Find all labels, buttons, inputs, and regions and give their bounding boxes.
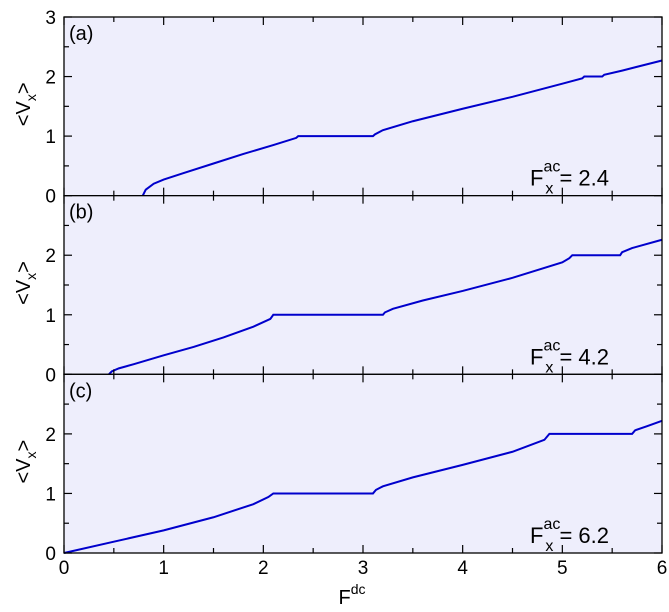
panel-1-label: (a)	[69, 23, 93, 45]
panel-2-y-tick-label: 1	[45, 306, 56, 327]
panel-3-x-tick-label: 5	[557, 558, 568, 579]
panel-3-y-tick-label: 0	[45, 544, 56, 565]
panel-2-y-tick-label: 0	[45, 365, 56, 386]
panel-2-annotation: Fac x = 4.2	[530, 337, 609, 376]
panel-3-x-tick-label: 0	[59, 558, 70, 579]
panel-3-x-tick-label: 4	[457, 558, 468, 579]
panel-3-x-tick-label: 2	[258, 558, 269, 579]
panel-1-y-tick-label: 3	[45, 8, 56, 29]
panel-1-series-line	[141, 59, 663, 197]
panel-1-plot-area	[64, 17, 662, 196]
panel-3-x-tick-label: 6	[657, 558, 668, 579]
panel-2-label: (b)	[69, 202, 93, 224]
panel-3-x-tick-label: 3	[358, 558, 369, 579]
panel-2-y-axis-label: <Vx>	[13, 261, 39, 305]
panel-2-series-line	[108, 238, 663, 376]
panel-2-plot-area	[64, 195, 662, 375]
panel-3-label: (c)	[69, 380, 92, 402]
panel-1-y-tick-label: 2	[45, 68, 56, 89]
panel-3-x-tick-label: 1	[158, 558, 169, 579]
panel-2-y-tick-label: 2	[45, 246, 56, 267]
panel-3-annotation: Fac x = 6.2	[530, 516, 609, 555]
panel-3-plot-area	[64, 374, 662, 553]
panel-1-annotation: Fac x = 2.4	[530, 159, 609, 198]
panel-3-series-line	[63, 419, 663, 554]
panel-3-y-tick-label: 2	[45, 425, 56, 446]
x-axis-label: Fdc	[338, 581, 365, 609]
panel-1-y-axis-label: <Vx>	[13, 82, 39, 126]
panel-1-y-tick-label: 1	[45, 127, 56, 148]
panel-3-y-axis-label: <Vx>	[13, 440, 39, 484]
panel-1-y-tick-label: 0	[45, 187, 56, 208]
panel-3-y-tick-label: 1	[45, 484, 56, 505]
